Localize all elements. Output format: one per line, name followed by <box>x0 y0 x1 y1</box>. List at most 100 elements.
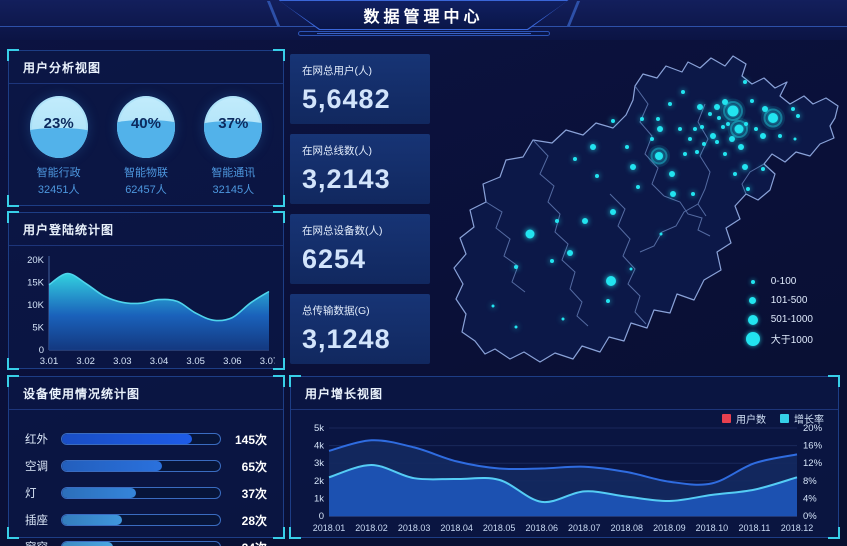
legend-item[interactable]: 增长率 <box>780 411 824 426</box>
map-point[interactable] <box>793 137 797 141</box>
map-point[interactable] <box>567 250 573 256</box>
map-point[interactable] <box>606 276 616 286</box>
map-point[interactable] <box>733 172 737 176</box>
map-point[interactable] <box>717 116 721 120</box>
map-point[interactable] <box>754 127 758 131</box>
map-point[interactable] <box>657 126 663 132</box>
bar-value: 37次 <box>241 486 267 501</box>
axis-tick-label: 4% <box>803 493 817 504</box>
map-point[interactable] <box>743 80 747 84</box>
map-point[interactable] <box>610 209 616 215</box>
map-point[interactable] <box>683 152 687 156</box>
map-point[interactable] <box>727 105 739 117</box>
map-point[interactable] <box>708 112 712 116</box>
map-point[interactable] <box>514 325 518 329</box>
map-point[interactable] <box>700 125 704 129</box>
growth-dual-axis-chart[interactable]: 0 1k 2k 3k 4k 5k 0% 4% 8% 12% 16% 20% 2018.01 2018.02… <box>299 416 830 544</box>
map-point[interactable] <box>573 157 577 161</box>
bar-row[interactable]: 空调 65次 <box>25 453 267 479</box>
map-point[interactable] <box>746 187 750 191</box>
map-point[interactable] <box>734 124 744 134</box>
axis-tick-label: 2018.07 <box>568 523 601 533</box>
bar-row[interactable]: 窗帘 24次 <box>25 534 267 546</box>
map-point[interactable] <box>668 102 672 106</box>
map-point[interactable] <box>750 99 754 103</box>
axis-tick-label: 5K <box>32 323 44 334</box>
map-point[interactable] <box>625 145 629 149</box>
liquid-gauge[interactable]: 23% 智能行政 32451人 <box>16 96 102 198</box>
map-point[interactable] <box>561 317 565 321</box>
map-point[interactable] <box>606 299 610 303</box>
map-point[interactable] <box>636 185 640 189</box>
map-point[interactable] <box>695 150 699 154</box>
map-point[interactable] <box>590 144 596 150</box>
map-point[interactable] <box>762 106 768 112</box>
map-point[interactable] <box>768 113 778 123</box>
bar-value: 145次 <box>234 432 267 447</box>
bar-row[interactable]: 灯 37次 <box>25 480 267 506</box>
login-area-chart[interactable]: 0 5K 10K 15K 20K 3.01 3.02 3.03 3.04 3.05 3.06 3.07 <box>17 252 278 376</box>
map-point[interactable] <box>791 107 795 111</box>
map-point[interactable] <box>714 104 720 110</box>
bar-row[interactable]: 插座 28次 <box>25 507 267 533</box>
map-point[interactable] <box>650 137 654 141</box>
legend-item[interactable]: 用户数 <box>722 411 766 426</box>
map-point[interactable] <box>550 259 554 263</box>
map-point[interactable] <box>702 142 706 146</box>
map-point[interactable] <box>693 127 697 131</box>
map-point[interactable] <box>723 152 727 156</box>
corner-bracket <box>273 527 285 539</box>
map-point[interactable] <box>555 219 559 223</box>
liquid-gauge[interactable]: 37% 智能通讯 32145人 <box>190 96 276 198</box>
map-point[interactable] <box>629 267 633 271</box>
map-point[interactable] <box>729 136 735 142</box>
map-point[interactable] <box>742 164 748 170</box>
map-point[interactable] <box>726 122 730 126</box>
bar-row[interactable]: 红外 145次 <box>25 426 267 452</box>
map-point[interactable] <box>697 104 703 110</box>
map-point[interactable] <box>630 164 636 170</box>
axis-tick-label: 2018.06 <box>525 523 558 533</box>
map-point[interactable] <box>655 152 663 160</box>
map-svg[interactable] <box>436 44 841 376</box>
map-point[interactable] <box>722 99 728 105</box>
map-point[interactable] <box>721 125 725 129</box>
map-point[interactable] <box>491 304 495 308</box>
map-point[interactable] <box>656 117 660 121</box>
map-point[interactable] <box>678 127 682 131</box>
map-point[interactable] <box>691 192 695 196</box>
map-legend-dot-cell <box>744 297 762 304</box>
map-point[interactable] <box>640 117 644 121</box>
region-map[interactable]: 0-100 101-500 501-1000 大于1000 <box>436 44 841 376</box>
map-point[interactable] <box>514 265 518 269</box>
growth-series-area <box>329 464 797 516</box>
liquid-gauge[interactable]: 40% 智能物联 62457人 <box>103 96 189 198</box>
panel-title-device-usage: 设备使用情况统计图 <box>9 377 283 410</box>
map-internal-borders <box>485 85 765 327</box>
map-point[interactable] <box>669 171 675 177</box>
map-point[interactable] <box>760 133 766 139</box>
map-point[interactable] <box>611 119 615 123</box>
map-point-ring <box>763 108 783 128</box>
bar-track <box>61 514 221 526</box>
map-legend-dot <box>745 331 760 346</box>
map-point[interactable] <box>688 137 692 141</box>
map-point[interactable] <box>738 144 744 150</box>
map-point[interactable] <box>761 167 765 171</box>
map-point[interactable] <box>744 122 748 126</box>
map-point[interactable] <box>796 114 800 118</box>
map-point[interactable] <box>715 140 719 144</box>
map-point[interactable] <box>659 232 663 236</box>
map-point[interactable] <box>710 133 716 139</box>
map-point[interactable] <box>778 134 782 138</box>
map-point[interactable] <box>595 174 599 178</box>
map-point[interactable] <box>681 90 685 94</box>
header-bar: 数据管理中心 <box>0 0 847 40</box>
map-point[interactable] <box>525 229 535 239</box>
axis-tick-label: 5k <box>314 423 324 434</box>
map-point[interactable] <box>582 218 588 224</box>
map-point[interactable] <box>670 191 676 197</box>
bar-fill <box>62 488 137 498</box>
map-legend: 0-100 101-500 501-1000 大于1000 <box>744 272 813 348</box>
